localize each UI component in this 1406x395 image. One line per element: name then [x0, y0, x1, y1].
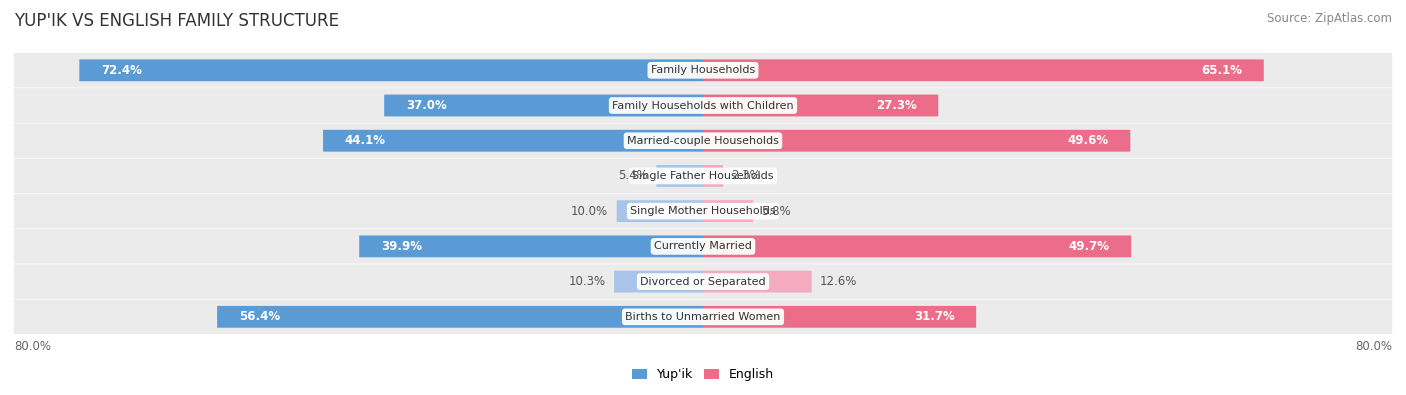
FancyBboxPatch shape	[703, 306, 976, 328]
FancyBboxPatch shape	[359, 235, 703, 257]
FancyBboxPatch shape	[14, 229, 1392, 263]
Text: 10.0%: 10.0%	[571, 205, 609, 218]
FancyBboxPatch shape	[79, 59, 703, 81]
Text: 65.1%: 65.1%	[1201, 64, 1241, 77]
Text: 49.7%: 49.7%	[1069, 240, 1109, 253]
Text: 72.4%: 72.4%	[101, 64, 142, 77]
FancyBboxPatch shape	[14, 53, 1392, 88]
FancyBboxPatch shape	[703, 59, 1264, 81]
Text: 44.1%: 44.1%	[344, 134, 385, 147]
FancyBboxPatch shape	[703, 271, 811, 293]
Text: Divorced or Separated: Divorced or Separated	[640, 276, 766, 287]
Text: YUP'IK VS ENGLISH FAMILY STRUCTURE: YUP'IK VS ENGLISH FAMILY STRUCTURE	[14, 12, 339, 30]
FancyBboxPatch shape	[14, 194, 1392, 228]
Text: 80.0%: 80.0%	[14, 340, 51, 353]
Text: 27.3%: 27.3%	[876, 99, 917, 112]
Text: Source: ZipAtlas.com: Source: ZipAtlas.com	[1267, 12, 1392, 25]
Text: 31.7%: 31.7%	[914, 310, 955, 324]
Text: 5.8%: 5.8%	[762, 205, 792, 218]
Text: 37.0%: 37.0%	[406, 99, 447, 112]
FancyBboxPatch shape	[614, 271, 703, 293]
Text: Single Mother Households: Single Mother Households	[630, 206, 776, 216]
FancyBboxPatch shape	[657, 165, 703, 187]
Text: Family Households: Family Households	[651, 65, 755, 75]
Text: Married-couple Households: Married-couple Households	[627, 136, 779, 146]
Text: 39.9%: 39.9%	[381, 240, 422, 253]
Text: 49.6%: 49.6%	[1067, 134, 1108, 147]
Text: Single Father Households: Single Father Households	[633, 171, 773, 181]
Text: 56.4%: 56.4%	[239, 310, 280, 324]
FancyBboxPatch shape	[323, 130, 703, 152]
Text: 2.3%: 2.3%	[731, 169, 761, 182]
FancyBboxPatch shape	[217, 306, 703, 328]
Text: 5.4%: 5.4%	[619, 169, 648, 182]
FancyBboxPatch shape	[703, 200, 754, 222]
FancyBboxPatch shape	[14, 124, 1392, 158]
Text: Currently Married: Currently Married	[654, 241, 752, 251]
Text: Family Households with Children: Family Households with Children	[612, 100, 794, 111]
FancyBboxPatch shape	[617, 200, 703, 222]
Text: 12.6%: 12.6%	[820, 275, 858, 288]
FancyBboxPatch shape	[14, 159, 1392, 193]
FancyBboxPatch shape	[14, 299, 1392, 334]
Text: 80.0%: 80.0%	[1355, 340, 1392, 353]
Text: Births to Unmarried Women: Births to Unmarried Women	[626, 312, 780, 322]
FancyBboxPatch shape	[703, 94, 938, 117]
FancyBboxPatch shape	[703, 165, 723, 187]
FancyBboxPatch shape	[703, 235, 1132, 257]
FancyBboxPatch shape	[703, 130, 1130, 152]
FancyBboxPatch shape	[14, 88, 1392, 123]
Legend: Yup'ik, English: Yup'ik, English	[627, 363, 779, 386]
FancyBboxPatch shape	[14, 264, 1392, 299]
Text: 10.3%: 10.3%	[568, 275, 606, 288]
FancyBboxPatch shape	[384, 94, 703, 117]
